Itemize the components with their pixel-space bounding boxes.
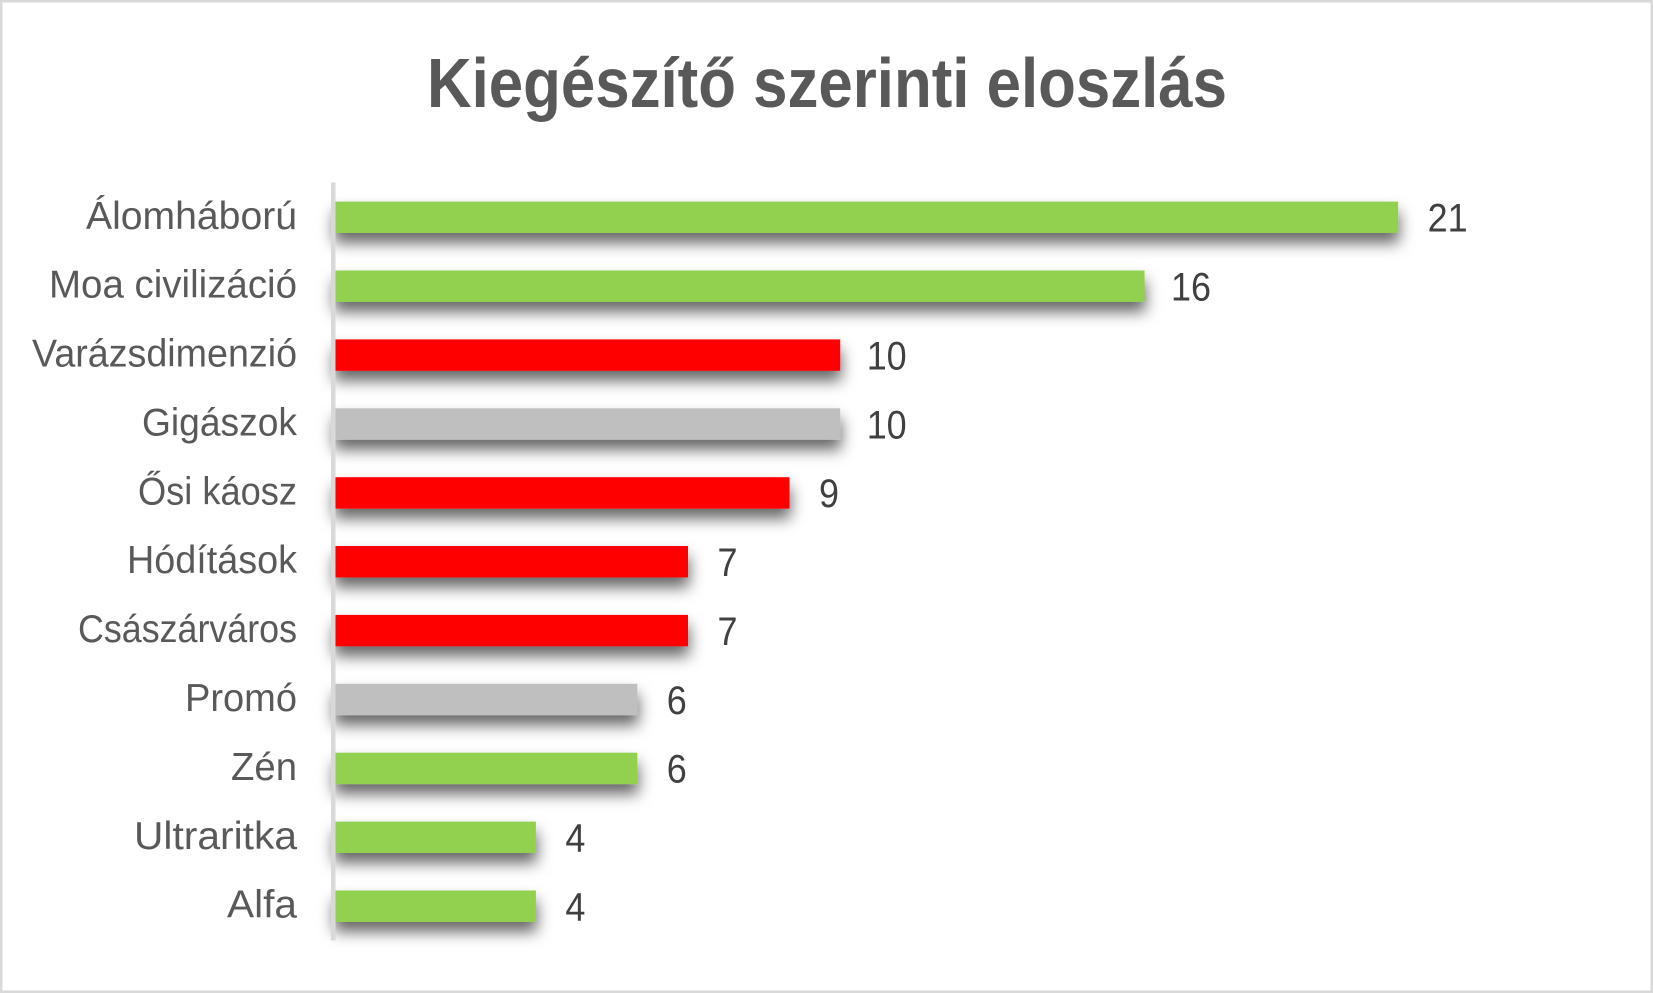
svg-text:16: 16 bbox=[1171, 266, 1211, 310]
svg-text:6: 6 bbox=[667, 748, 687, 792]
svg-text:Ősi káosz: Ősi káosz bbox=[138, 470, 297, 513]
svg-text:4: 4 bbox=[565, 886, 585, 930]
svg-text:Varázsdimenzió: Varázsdimenzió bbox=[32, 333, 297, 376]
svg-text:7: 7 bbox=[718, 610, 738, 654]
svg-text:Hódítások: Hódítások bbox=[127, 539, 297, 582]
svg-text:4: 4 bbox=[565, 817, 585, 861]
svg-text:Zén: Zén bbox=[231, 746, 297, 789]
svg-text:9: 9 bbox=[819, 472, 839, 516]
svg-text:Gigászok: Gigászok bbox=[142, 402, 297, 445]
svg-text:Promó: Promó bbox=[185, 677, 297, 720]
svg-text:6: 6 bbox=[667, 679, 687, 723]
svg-text:10: 10 bbox=[867, 334, 907, 378]
svg-text:21: 21 bbox=[1428, 197, 1468, 241]
svg-text:10: 10 bbox=[867, 403, 907, 447]
svg-text:Moa civilizáció: Moa civilizáció bbox=[49, 264, 297, 307]
svg-text:Alfa: Alfa bbox=[227, 884, 297, 927]
svg-text:Ultraritka: Ultraritka bbox=[134, 815, 297, 858]
svg-text:7: 7 bbox=[718, 541, 738, 585]
svg-text:Császárváros: Császárváros bbox=[78, 608, 297, 651]
svg-text:Kiegészítő szerinti eloszlás: Kiegészítő szerinti eloszlás bbox=[427, 44, 1227, 122]
svg-text:Álomháború: Álomháború bbox=[86, 195, 297, 238]
